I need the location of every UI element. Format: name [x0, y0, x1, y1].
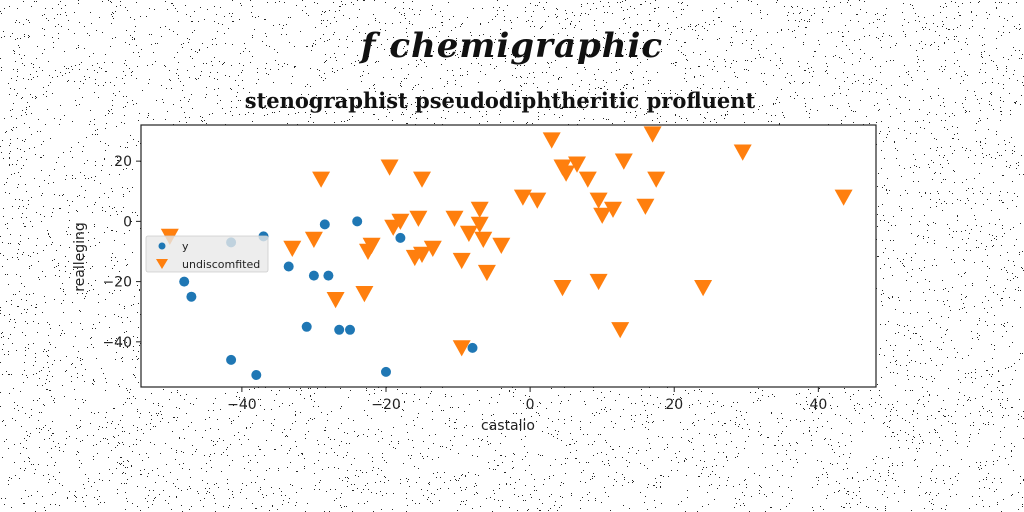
x-tick-label-1: −20	[371, 397, 401, 413]
y-tick-label-0: −40	[102, 335, 132, 351]
point-undiscomfited-28	[553, 280, 572, 297]
point-undiscomfited-2	[304, 231, 323, 248]
point-y-10	[323, 270, 334, 281]
y-axis-ticks: −40 −20 0 20	[102, 154, 141, 351]
point-undiscomfited-35	[593, 207, 612, 224]
point-undiscomfited-10	[391, 213, 410, 230]
point-undiscomfited-27	[542, 132, 561, 149]
point-undiscomfited-32	[578, 171, 597, 188]
point-undiscomfited-14	[413, 246, 431, 263]
point-y-4	[251, 370, 262, 380]
point-y-1	[186, 291, 197, 302]
legend-marker-y	[158, 242, 166, 250]
legend-box	[145, 235, 269, 273]
point-undiscomfited-44	[834, 189, 853, 206]
point-y-7	[301, 321, 312, 332]
point-y-0	[179, 276, 190, 287]
x-tick-label-3: 20	[665, 397, 683, 413]
point-undiscomfited-30	[557, 165, 576, 182]
y-tick-label-3: 20	[114, 154, 132, 170]
point-undiscomfited-13	[413, 171, 431, 188]
x-axis-label: castalio	[481, 418, 535, 434]
point-undiscomfited-24	[492, 237, 511, 254]
point-undiscomfited-33	[589, 273, 608, 291]
point-undiscomfited-21	[470, 216, 489, 233]
point-y-11	[334, 324, 345, 335]
point-undiscomfited-42	[694, 280, 713, 297]
point-undiscomfited-37	[611, 322, 630, 339]
point-undiscomfited-5	[355, 286, 374, 303]
point-undiscomfited-19	[459, 225, 478, 242]
legend-label-undiscomfited: undiscomfited	[182, 258, 260, 271]
point-y-3	[226, 354, 237, 365]
point-undiscomfited-36	[604, 201, 622, 218]
point-y-6	[283, 261, 294, 272]
point-undiscomfited-3	[312, 171, 331, 188]
plot-frame	[140, 124, 877, 388]
point-undiscomfited-20	[470, 201, 489, 218]
point-y-12	[345, 324, 355, 335]
point-undiscomfited-31	[568, 156, 586, 173]
point-undiscomfited-25	[513, 189, 532, 206]
point-undiscomfited-8	[380, 159, 399, 176]
point-y-14	[381, 366, 391, 377]
point-undiscomfited-18	[452, 340, 471, 357]
point-undiscomfited-15	[423, 240, 442, 257]
y-tick-label-2: 0	[123, 214, 132, 230]
point-undiscomfited-16	[445, 210, 464, 227]
x-tick-label-4: 40	[809, 397, 827, 413]
point-undiscomfited-22	[474, 231, 493, 248]
legend: y undiscomfited	[145, 235, 269, 273]
point-undiscomfited-17	[452, 252, 471, 270]
point-undiscomfited-40	[643, 126, 662, 143]
chart-title: stenographist pseudodiphtheritic proflue…	[244, 88, 756, 113]
point-undiscomfited-43	[733, 144, 752, 161]
point-y-8	[308, 270, 319, 281]
y-axis-label: realleging	[72, 222, 88, 292]
point-undiscomfited-1	[283, 240, 302, 257]
point-undiscomfited-12	[409, 210, 428, 227]
point-y-15	[395, 232, 406, 243]
point-undiscomfited-34	[589, 192, 608, 209]
point-y-9	[319, 219, 330, 230]
x-tick-label-0: −40	[227, 397, 257, 413]
point-undiscomfited-26	[528, 192, 547, 209]
point-undiscomfited-38	[614, 153, 633, 170]
point-undiscomfited-7	[362, 237, 381, 254]
point-y-16	[467, 342, 478, 353]
legend-label-y: y	[182, 240, 189, 253]
y-tick-label-1: −20	[102, 275, 132, 291]
point-undiscomfited-23	[477, 264, 496, 282]
x-axis-ticks: −40 −20 0 20 40	[227, 387, 827, 413]
point-undiscomfited-4	[326, 292, 345, 309]
point-undiscomfited-41	[647, 171, 666, 188]
legend-marker-undiscomfited	[156, 259, 168, 269]
x-tick-label-2: 0	[526, 397, 535, 413]
point-undiscomfited-39	[636, 198, 655, 215]
figure-suptitle: f chemigraphic	[360, 26, 664, 66]
point-y-13	[352, 216, 363, 227]
